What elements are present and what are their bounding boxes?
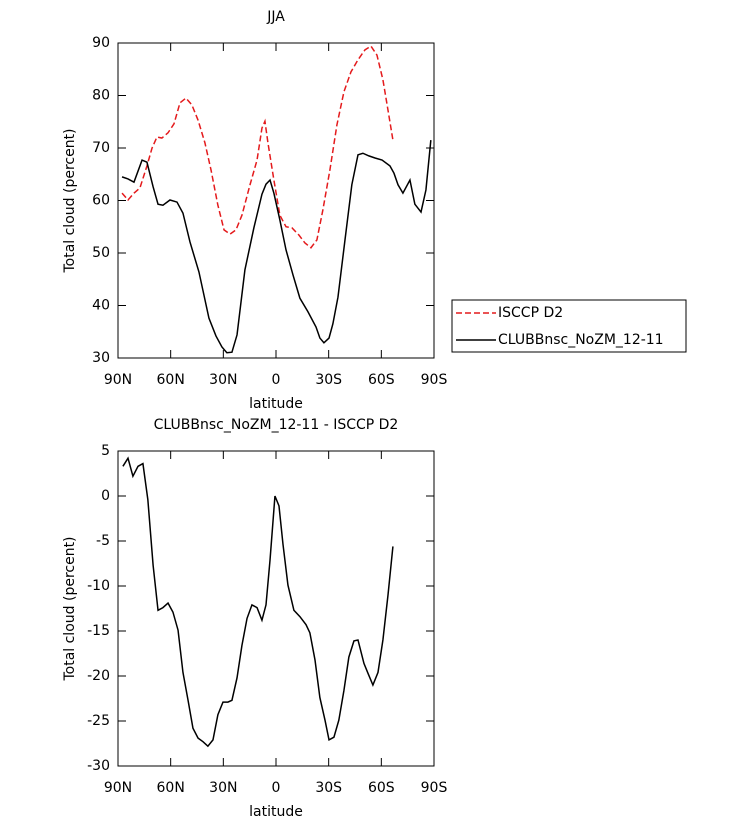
y-tick-label: 0 [101, 488, 110, 504]
data-line [122, 456, 394, 748]
x-tick-label: 90S [421, 372, 448, 388]
y-tick-label: 30 [92, 350, 110, 366]
data-line [121, 140, 432, 354]
data-line [121, 45, 394, 249]
legend-label: CLUBBnsc_NoZM_12-11 [498, 332, 664, 348]
y-tick-label: -30 [87, 758, 110, 774]
x-tick-label: 30S [315, 780, 342, 796]
y-tick-label: 70 [92, 140, 110, 156]
y-tick-label: 5 [101, 443, 110, 459]
y-tick-label: -15 [87, 623, 110, 639]
y-axis-label: Total cloud (percent) [62, 536, 78, 681]
y-tick-label: -20 [87, 668, 110, 684]
x-tick-label: 90N [104, 372, 132, 388]
y-tick-label: -10 [87, 578, 110, 594]
x-tick-label: 0 [272, 372, 281, 388]
y-axis-label: Total cloud (percent) [62, 128, 78, 273]
legend-box [451, 299, 687, 353]
x-axis-label: latitude [249, 804, 303, 820]
x-tick-label: 30N [209, 372, 237, 388]
y-tick-label: 50 [92, 245, 110, 261]
x-tick-label: 90N [104, 780, 132, 796]
legend-label: ISCCP D2 [498, 305, 563, 321]
chart-title: JJA [266, 9, 285, 25]
x-tick-label: 60S [368, 372, 395, 388]
y-tick-label: -25 [87, 713, 110, 729]
y-tick-label: -5 [96, 533, 110, 549]
y-tick-label: 90 [92, 35, 110, 51]
x-tick-label: 60N [157, 372, 185, 388]
x-axis-label: latitude [249, 396, 303, 412]
x-tick-label: 30S [315, 372, 342, 388]
x-tick-label: 90S [421, 780, 448, 796]
x-tick-label: 30N [209, 780, 237, 796]
y-tick-label: 60 [92, 193, 110, 209]
chart-title: CLUBBnsc_NoZM_12-11 - ISCCP D2 [154, 417, 399, 433]
x-tick-label: 0 [272, 780, 281, 796]
y-tick-label: 80 [92, 88, 110, 104]
x-tick-label: 60S [368, 780, 395, 796]
y-tick-label: 40 [92, 298, 110, 314]
x-tick-label: 60N [157, 780, 185, 796]
